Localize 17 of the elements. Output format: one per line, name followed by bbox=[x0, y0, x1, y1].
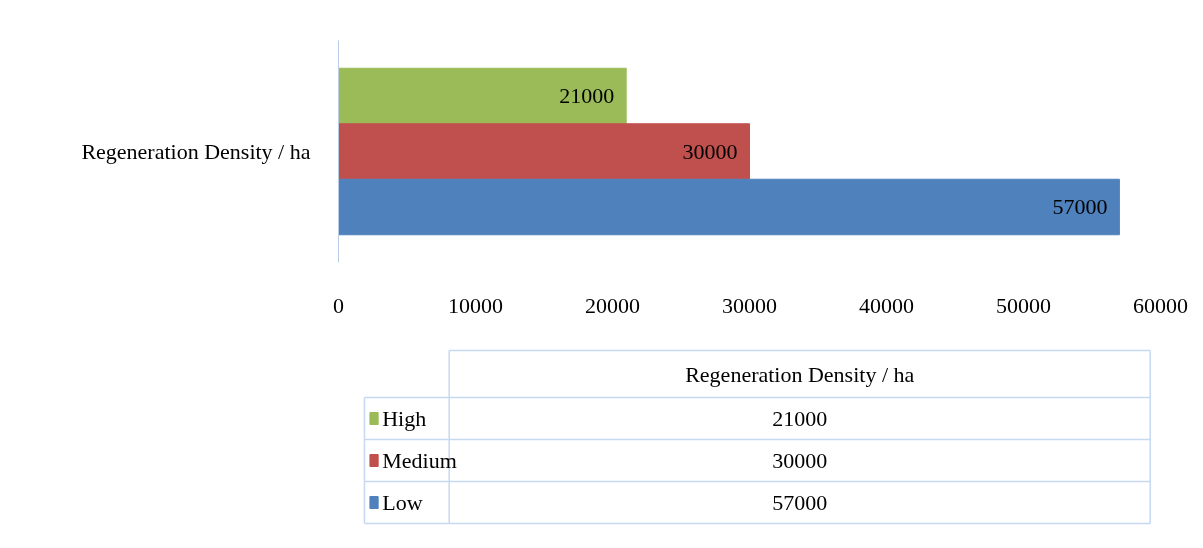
x-tick-label: 30000 bbox=[722, 292, 777, 318]
data-label: 21000 bbox=[559, 83, 615, 108]
x-tick-label: 20000 bbox=[585, 292, 640, 318]
x-tick-label: 10000 bbox=[448, 292, 503, 318]
x-tick-label: 0 bbox=[333, 292, 344, 318]
legend-label: High bbox=[382, 406, 427, 431]
x-tick-label: 50000 bbox=[996, 292, 1051, 318]
legend-label: Medium bbox=[382, 448, 457, 473]
data-label: 30000 bbox=[682, 138, 738, 164]
text: 21000 bbox=[772, 405, 828, 431]
legend-label: Low bbox=[382, 490, 423, 515]
category-label: Regeneration Density / ha bbox=[685, 361, 915, 387]
x-tick-label: 40000 bbox=[859, 292, 914, 318]
text: 57000 bbox=[772, 489, 828, 515]
x-tick-label: 60000 bbox=[1133, 292, 1188, 318]
text: 30000 bbox=[772, 447, 828, 473]
data-label: 57000 bbox=[1052, 194, 1108, 219]
